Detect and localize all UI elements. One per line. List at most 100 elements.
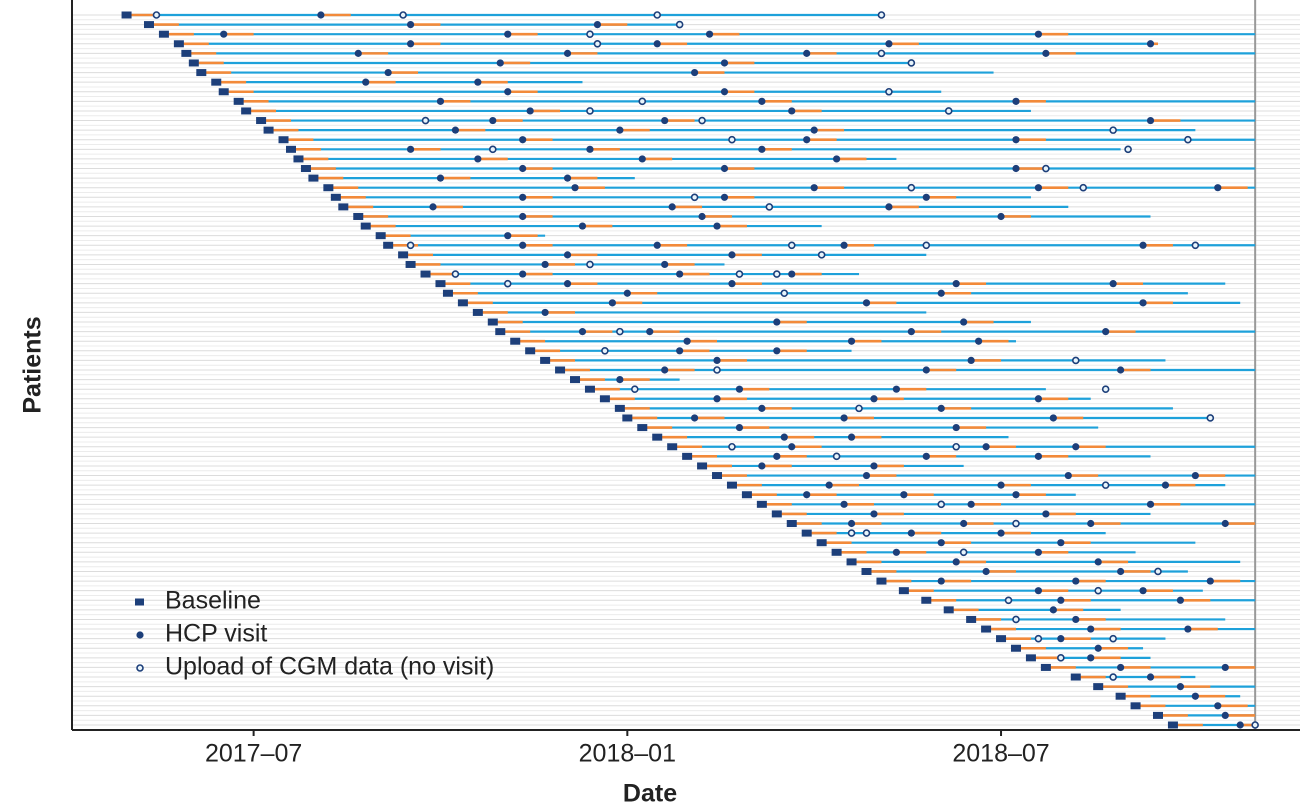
hcp-visit-marker xyxy=(317,11,325,19)
hcp-visit-marker xyxy=(1072,615,1080,624)
baseline-marker xyxy=(181,49,192,57)
hcp-visit-marker xyxy=(526,107,534,115)
hcp-visit-marker xyxy=(384,68,392,77)
baseline-marker xyxy=(158,30,169,38)
cgm-upload-marker xyxy=(1101,385,1110,393)
cgm-upload-marker xyxy=(832,452,841,461)
cgm-upload-marker xyxy=(653,11,662,19)
cgm-upload-marker xyxy=(1206,414,1215,422)
x-tick-label: 2018–01 xyxy=(579,740,676,768)
hcp-visit-marker xyxy=(1161,481,1170,489)
hcp-visit-marker xyxy=(1034,587,1043,595)
hcp-visit-marker xyxy=(519,193,527,201)
legend-label: Baseline xyxy=(165,587,261,615)
cgm-upload-marker xyxy=(503,279,512,288)
baseline-marker xyxy=(712,472,723,480)
hcp-visit-marker xyxy=(1146,40,1155,48)
baseline-marker xyxy=(1093,683,1104,691)
hcp-visit-marker xyxy=(1139,241,1147,249)
hcp-visit-marker xyxy=(1072,577,1080,585)
hcp-visit-marker xyxy=(728,280,736,288)
baseline-marker xyxy=(667,443,678,451)
hcp-visit-marker xyxy=(1087,654,1095,662)
hcp-visit-marker xyxy=(922,452,930,460)
cgm-upload-marker xyxy=(877,11,886,19)
hcp-visit-marker xyxy=(1221,519,1229,528)
hcp-visit-marker xyxy=(1094,558,1102,566)
baseline-marker xyxy=(622,414,633,422)
hcp-visit-marker xyxy=(616,126,624,134)
hcp-visit-marker xyxy=(758,462,766,470)
hcp-visit-marker xyxy=(1034,184,1043,192)
baseline-marker xyxy=(353,212,364,220)
cgm-upload-marker xyxy=(593,39,602,48)
hcp-visit-marker xyxy=(676,347,684,355)
hcp-visit-marker xyxy=(937,577,945,585)
hcp-visit-marker xyxy=(788,107,796,115)
hcp-visit-marker xyxy=(1176,596,1185,604)
baseline-marker xyxy=(405,260,416,268)
hcp-visit-marker xyxy=(713,356,721,365)
hcp-visit-marker xyxy=(840,500,848,508)
hcp-visit-marker xyxy=(474,155,482,163)
hcp-visit-marker xyxy=(803,491,811,499)
hcp-visit-marker xyxy=(571,184,579,192)
hcp-visit-marker xyxy=(1094,644,1102,652)
hcp-visit-marker xyxy=(885,40,893,48)
hcp-visit-marker xyxy=(1191,692,1199,700)
baseline-marker xyxy=(495,328,506,336)
cgm-upload-marker xyxy=(1012,615,1020,624)
baseline-marker xyxy=(1010,644,1021,652)
cgm-upload-marker xyxy=(1109,673,1117,681)
hcp-visit-marker xyxy=(1012,136,1020,144)
hcp-visit-marker xyxy=(870,462,878,470)
baseline-marker xyxy=(285,145,296,153)
baseline-marker xyxy=(435,280,446,288)
baseline-marker xyxy=(614,404,625,412)
cgm-upload-marker xyxy=(586,30,594,38)
cgm-upload-marker xyxy=(877,49,886,58)
baseline-marker xyxy=(1115,692,1126,700)
hcp-visit-marker xyxy=(586,145,594,153)
legend-label: HCP visit xyxy=(165,620,267,648)
baseline-marker xyxy=(801,529,812,537)
hcp-visit-marker xyxy=(870,510,878,518)
hcp-visit-marker xyxy=(847,337,856,345)
hcp-visit-marker xyxy=(541,308,549,317)
hcp-visit-marker xyxy=(982,567,990,576)
baseline-marker xyxy=(876,577,887,585)
baseline-marker xyxy=(308,174,319,182)
hcp-visit-marker xyxy=(661,116,669,125)
hcp-visit-marker xyxy=(519,212,527,221)
legend: Baseline HCP visit Upload of CGM data (no … xyxy=(135,587,494,681)
hcp-visit-marker xyxy=(668,203,676,211)
hcp-visit-marker xyxy=(892,548,900,556)
baseline-marker xyxy=(300,165,311,173)
hcp-visit-marker xyxy=(406,145,415,153)
hcp-visit-marker xyxy=(937,539,945,547)
hcp-visit-marker xyxy=(825,481,833,489)
cgm-upload-marker xyxy=(1109,126,1117,134)
hcp-visit-marker xyxy=(773,452,781,460)
hcp-visit-marker xyxy=(847,519,856,528)
hcp-visit-marker xyxy=(436,97,445,105)
baseline-marker xyxy=(173,40,184,48)
baseline-marker xyxy=(457,299,468,307)
cgm-upload-marker xyxy=(698,116,706,125)
baseline-marker xyxy=(472,308,483,316)
baseline-marker xyxy=(442,289,453,297)
baseline-marker xyxy=(846,558,857,566)
baseline-marker xyxy=(1070,673,1081,681)
hcp-visit-marker xyxy=(803,49,811,57)
cgm-upload-marker xyxy=(780,289,789,298)
hcp-visit-marker xyxy=(541,260,549,269)
hcp-visit-marker xyxy=(720,88,729,96)
cgm-upload-marker xyxy=(488,145,497,154)
cgm-upload-marker xyxy=(451,270,460,278)
baseline-marker xyxy=(831,548,842,556)
hcp-visit-marker xyxy=(593,20,602,29)
hcp-visit-marker xyxy=(616,375,624,384)
cgm-upload-marker xyxy=(907,59,916,67)
baseline-marker xyxy=(360,222,371,230)
cgm-upload-marker xyxy=(586,260,594,269)
